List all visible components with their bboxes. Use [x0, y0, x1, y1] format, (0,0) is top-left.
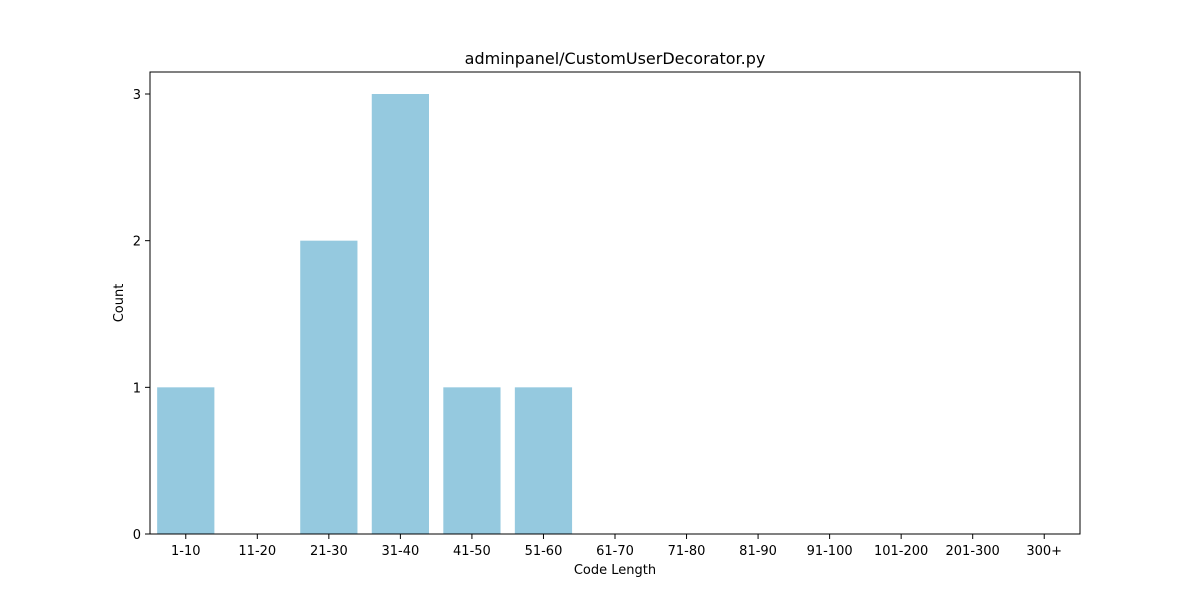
x-axis-ticks: 1-10 11-20 21-30 31-40 41-50 51-60 61-70 71-80 8… — [171, 534, 1062, 559]
y-tick-label: 0 — [133, 528, 141, 543]
bar-31-40 — [371, 94, 429, 534]
x-tick-label: 51-60 — [525, 544, 563, 559]
y-axis-label: Count — [112, 284, 127, 323]
chart-title: adminpanel/CustomUserDecorator.py — [465, 49, 766, 68]
x-axis-label: Code Length — [574, 563, 656, 578]
x-tick-label: 1-10 — [171, 544, 201, 559]
y-tick-label: 3 — [133, 88, 141, 103]
plot-frame — [149, 71, 1081, 535]
x-tick-label: 21-30 — [310, 544, 348, 559]
x-tick-label: 101-200 — [874, 544, 928, 559]
x-tick-label: 81-90 — [739, 544, 777, 559]
bar-51-60 — [514, 387, 573, 534]
x-tick-label: 201-300 — [946, 544, 1000, 559]
x-tick-label: 71-80 — [668, 544, 706, 559]
x-tick-label: 41-50 — [453, 544, 491, 559]
y-tick-label: 2 — [133, 235, 141, 250]
y-axis-ticks: 0 1 2 3 — [133, 88, 150, 543]
bar-1-10 — [157, 387, 215, 534]
bar-41-50 — [443, 387, 501, 534]
x-tick-label: 11-20 — [238, 544, 276, 559]
x-tick-label: 300+ — [1026, 544, 1062, 559]
x-tick-label: 31-40 — [381, 544, 419, 559]
y-tick-label: 1 — [133, 381, 141, 396]
bars-group — [157, 94, 573, 534]
x-tick-label: 61-70 — [596, 544, 634, 559]
bar-21-30 — [300, 240, 358, 534]
x-tick-label: 91-100 — [807, 544, 853, 559]
